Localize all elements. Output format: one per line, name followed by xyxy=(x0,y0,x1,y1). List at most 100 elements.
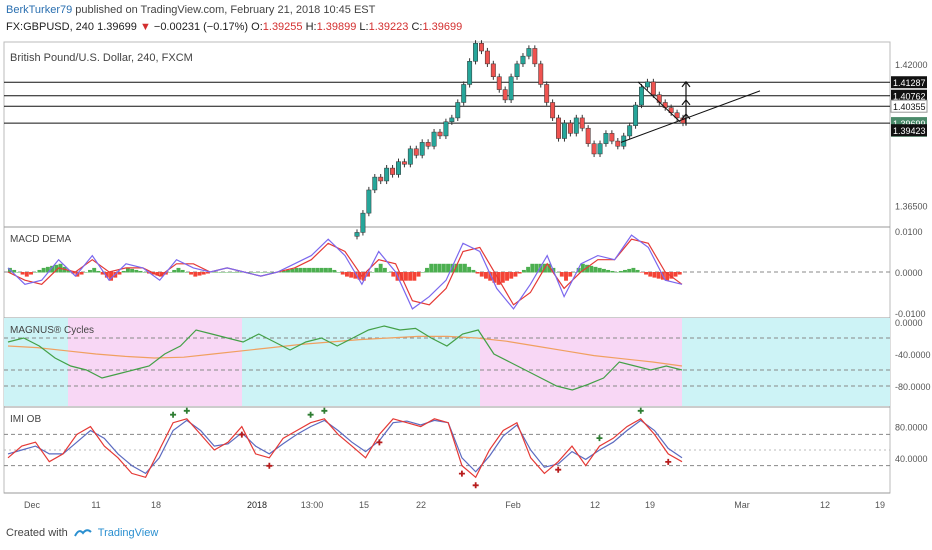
macd-histogram-bar xyxy=(189,272,194,275)
up-arrow-icon xyxy=(681,80,691,88)
macd-histogram-bar xyxy=(345,272,349,277)
macd-histogram-bar xyxy=(83,272,88,273)
macd-histogram-bar xyxy=(652,272,657,278)
time-axis-tick: 2018 xyxy=(247,500,267,510)
macd-histogram-bar xyxy=(547,263,552,273)
low-label: L: xyxy=(359,21,369,33)
price-axis-tick: 1.36500 xyxy=(895,201,928,211)
macd-histogram-bar xyxy=(125,267,130,273)
signal-cross-icon xyxy=(238,431,245,438)
macd-histogram-bar xyxy=(100,272,105,275)
price-label-value: 1.39699 xyxy=(893,119,926,129)
macd-histogram-bar xyxy=(20,272,25,275)
macd-histogram-bar xyxy=(298,267,303,273)
candle xyxy=(396,161,401,175)
macd-histogram-bar xyxy=(328,267,333,273)
candle xyxy=(520,55,526,65)
macd-histogram-bar xyxy=(79,272,84,275)
cycles-axis-tick: 0.0000 xyxy=(895,318,923,328)
macd-histogram-bar xyxy=(488,272,493,281)
macd-histogram-bar xyxy=(134,269,139,273)
macd-histogram-bar xyxy=(505,272,509,281)
macd-histogram-bar xyxy=(370,272,375,273)
tradingview-logo-icon xyxy=(73,529,92,537)
macd-histogram-bar xyxy=(576,267,581,273)
macd-histogram-bar xyxy=(606,269,611,273)
price-label-tag xyxy=(891,89,927,102)
signal-cross-icon xyxy=(321,407,328,414)
author-link[interactable]: BerkTurker79 xyxy=(6,4,73,16)
macd-histogram-bar xyxy=(471,269,476,273)
candle xyxy=(650,81,656,96)
open-value: 1.39255 xyxy=(262,21,303,33)
macd-histogram-bar xyxy=(231,272,236,273)
macd-histogram-bar xyxy=(176,267,181,273)
candle xyxy=(360,212,366,233)
macd-histogram-bar xyxy=(644,272,648,275)
candle xyxy=(413,148,419,156)
macd-histogram-bar xyxy=(509,272,514,279)
macd-histogram-bar xyxy=(475,272,480,274)
cycles-pane-title: MAGNUS® Cycles xyxy=(10,325,94,336)
macd-axis-tick: -0.0100 xyxy=(895,309,926,319)
time-axis-tick: Dec xyxy=(24,500,41,510)
cycle-zone xyxy=(4,318,68,406)
chart-canvas[interactable]: British Pound/U.S. Dollar, 240, FXCM 1.42… xyxy=(0,38,932,523)
open-label: O: xyxy=(251,21,263,33)
trendline[interactable] xyxy=(637,81,681,123)
macd-histogram-bar xyxy=(302,267,307,273)
high-value: 1.39899 xyxy=(316,21,357,33)
candle xyxy=(532,48,538,65)
signal-cross-icon xyxy=(596,435,603,442)
macd-histogram-bar xyxy=(627,268,632,273)
macd-histogram-bar xyxy=(239,272,244,273)
macd-histogram-bar xyxy=(534,263,539,273)
macd-histogram-bar xyxy=(492,272,497,283)
macd-histogram-bar xyxy=(618,270,623,273)
macd-histogram-bar xyxy=(374,267,379,273)
candle xyxy=(603,133,609,144)
macd-histogram-bar xyxy=(227,272,231,273)
macd-histogram-bar xyxy=(256,272,261,273)
macd-histogram-bar xyxy=(264,272,269,273)
cycles-axis-tick: -40.0000 xyxy=(895,350,931,360)
trendline[interactable] xyxy=(620,90,761,143)
macd-histogram-bar xyxy=(92,267,97,273)
time-axis-tick: Mar xyxy=(734,500,750,510)
candle xyxy=(573,117,579,134)
macd-histogram-bar xyxy=(568,272,573,277)
candle xyxy=(473,43,478,62)
macd-histogram-bar xyxy=(311,267,316,273)
macd-histogram-bar xyxy=(340,272,345,275)
cycle-line xyxy=(7,325,683,391)
signal-cross-icon xyxy=(458,470,465,477)
publish-header: BerkTurker79 published on TradingView.co… xyxy=(6,4,375,16)
macd-histogram-bar xyxy=(155,272,160,276)
symbol-info-line: FX:GBPUSD, 240 1.39699 ▼ −0.00231 (−0.17… xyxy=(6,21,462,33)
macd-histogram-bar xyxy=(168,272,172,273)
macd-histogram-bar xyxy=(138,270,143,273)
candle xyxy=(579,117,585,129)
macd-histogram-bar xyxy=(572,272,577,273)
macd-histogram-bar xyxy=(530,263,535,273)
macd-axis-tick: 0.0000 xyxy=(895,268,923,278)
candle xyxy=(627,125,633,137)
macd-histogram-bar xyxy=(437,263,442,273)
signal-cross-icon xyxy=(665,458,672,465)
signal-cross-icon xyxy=(555,466,562,473)
macd-histogram-bar xyxy=(433,263,438,273)
candle xyxy=(550,102,556,119)
macd-histogram-bar xyxy=(269,272,274,273)
macd-histogram-bar xyxy=(479,272,484,277)
candle xyxy=(585,127,591,144)
macd-histogram-bar xyxy=(201,272,206,275)
imi-pane-title: IMI OB xyxy=(10,414,41,425)
candle xyxy=(591,143,597,155)
macd-histogram-bar xyxy=(222,272,227,273)
macd-histogram-bar xyxy=(54,264,59,273)
macd-histogram-bar xyxy=(323,267,328,273)
macd-histogram-bar xyxy=(425,267,429,273)
tradingview-brand[interactable]: TradingView xyxy=(97,527,159,539)
high-label: H: xyxy=(305,21,317,33)
price-label-tag xyxy=(890,99,928,113)
